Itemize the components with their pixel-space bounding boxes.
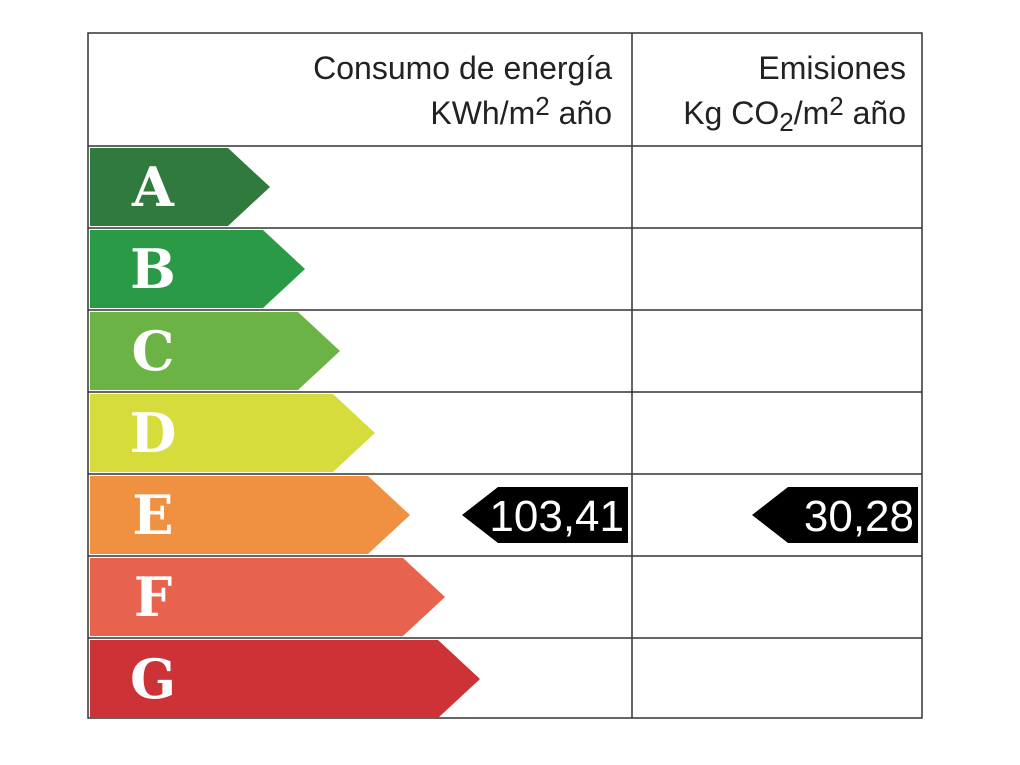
unit-text: /m (794, 95, 830, 131)
rating-arrow (90, 640, 480, 718)
value-badge (462, 487, 628, 543)
rating-arrow (90, 148, 270, 226)
rating-letter: G (130, 647, 176, 711)
emissions-title: Emisiones (758, 50, 906, 86)
rating-letter: C (132, 319, 175, 383)
rating-arrow (90, 394, 375, 472)
unit-text: año (844, 95, 906, 131)
rating-letter: E (132, 483, 173, 547)
rating-letter: B (130, 237, 176, 301)
unit-sup: 2 (535, 91, 549, 121)
energy-value: 103,41 (489, 492, 624, 541)
unit-text: KWh/m (430, 95, 535, 131)
emissions-value: 30,28 (804, 492, 914, 541)
rating-arrow (90, 312, 340, 390)
rating-arrow (90, 558, 445, 636)
unit-sup: 2 (829, 91, 843, 121)
value-badge (752, 487, 918, 543)
unit-text: año (550, 95, 612, 131)
table-frame (87, 32, 923, 719)
energy-title: Consumo de energía (313, 50, 612, 86)
rating-arrow (90, 476, 410, 554)
unit-sub: 2 (779, 107, 793, 137)
rating-arrow (90, 230, 305, 308)
rating-letter: D (130, 401, 177, 465)
unit-text: Kg CO (683, 95, 779, 131)
rating-letter: F (134, 565, 172, 629)
energy-unit: KWh/m2 año (430, 91, 612, 131)
rating-letter: A (131, 155, 175, 219)
emissions-unit: Kg CO2/m2 año (683, 91, 906, 137)
